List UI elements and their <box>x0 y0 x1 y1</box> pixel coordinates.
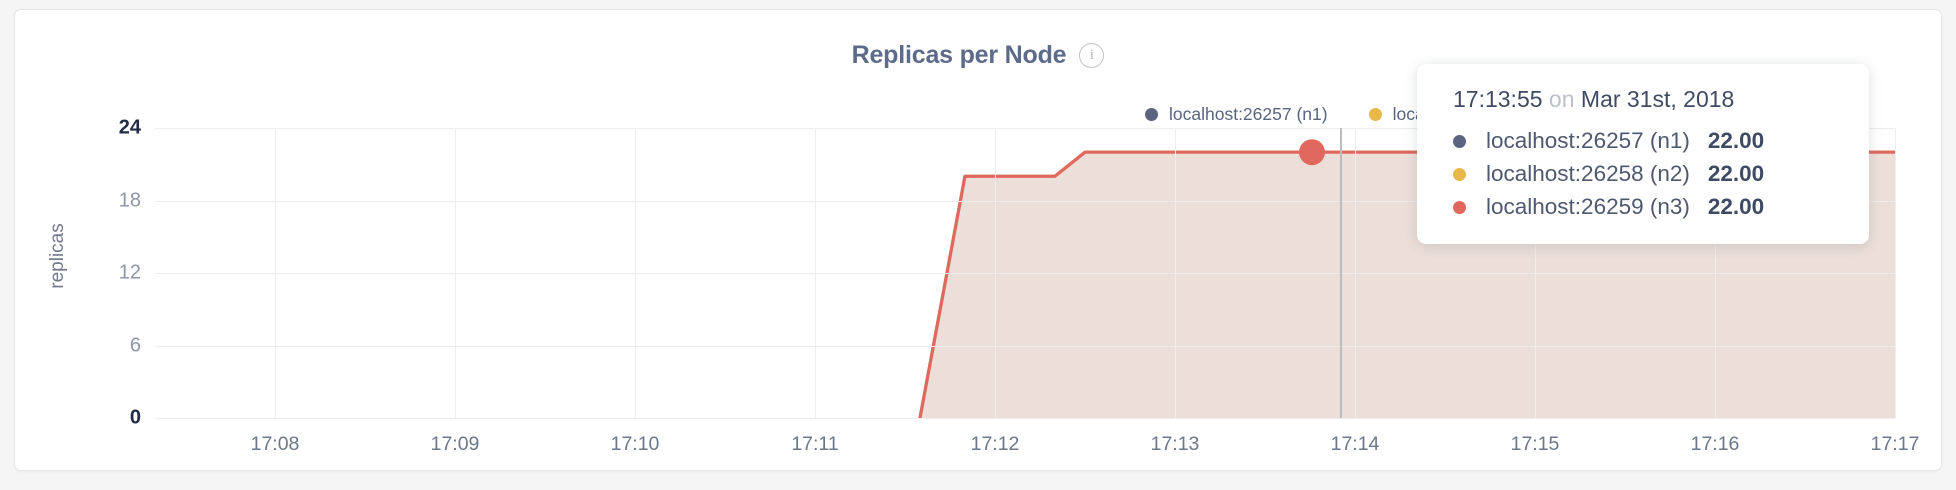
chart-screenshot: Replicas per Node i localhost:26257 (n1)… <box>0 0 1956 490</box>
hover-tooltip: 17:13:55 on Mar 31st, 2018 localhost:262… <box>1417 64 1869 244</box>
tooltip-series-row: localhost:26257 (n1) 22.00 <box>1453 128 1839 154</box>
gridline-horizontal <box>155 273 1895 274</box>
tooltip-time: 17:13:55 <box>1453 86 1543 112</box>
x-axis-tick-label: 17:16 <box>1691 433 1740 456</box>
tooltip-series-name: localhost:26258 (n2) <box>1486 161 1690 187</box>
gridline-horizontal <box>155 346 1895 347</box>
gridline-vertical <box>815 128 816 418</box>
gridline-vertical <box>1355 128 1356 418</box>
x-axis-tick-label: 17:09 <box>431 433 480 456</box>
gridline-vertical <box>1175 128 1176 418</box>
x-axis-tick-label: 17:15 <box>1511 433 1560 456</box>
tooltip-on-word: on <box>1549 86 1575 112</box>
y-axis-tick-label: 6 <box>130 334 141 357</box>
gridline-vertical <box>995 128 996 418</box>
y-axis-tick-label: 12 <box>119 262 141 285</box>
y-axis-tick-label: 18 <box>119 189 141 212</box>
y-axis-title: replicas <box>47 223 69 288</box>
hover-guide-line <box>1340 128 1342 418</box>
x-axis-tick-label: 17:08 <box>251 433 300 456</box>
tooltip-series-name: localhost:26259 (n3) <box>1486 194 1690 220</box>
x-axis-tick-label: 17:11 <box>791 433 838 456</box>
tooltip-color-dot <box>1453 168 1466 181</box>
tooltip-series-name: localhost:26257 (n1) <box>1486 128 1690 154</box>
tooltip-series-value: 22.00 <box>1708 161 1764 187</box>
legend-color-dot <box>1369 108 1382 121</box>
legend-item[interactable]: localhost:26257 (n1) <box>1145 104 1328 125</box>
hover-point-marker <box>1299 139 1325 165</box>
gridline-vertical <box>275 128 276 418</box>
info-icon[interactable]: i <box>1079 43 1104 68</box>
tooltip-series-value: 22.00 <box>1708 128 1764 154</box>
tooltip-series-value: 22.00 <box>1708 194 1764 220</box>
gridline-vertical <box>455 128 456 418</box>
legend-item-label: localhost:26257 (n1) <box>1169 104 1328 125</box>
replicas-per-node-card: Replicas per Node i localhost:26257 (n1)… <box>14 9 1942 471</box>
gridline-vertical <box>1895 128 1896 418</box>
tooltip-timestamp: 17:13:55 on Mar 31st, 2018 <box>1453 86 1839 113</box>
tooltip-color-dot <box>1453 201 1466 214</box>
y-axis-tick-label: 0 <box>130 407 141 430</box>
y-axis-tick-label: 24 <box>119 117 141 140</box>
tooltip-rows: localhost:26257 (n1)22.00localhost:26258… <box>1453 128 1839 220</box>
tooltip-series-row: localhost:26258 (n2) 22.00 <box>1453 161 1839 187</box>
gridline-horizontal <box>155 418 1895 419</box>
gridline-vertical <box>635 128 636 418</box>
page-title: Replicas per Node <box>852 41 1067 70</box>
tooltip-series-row: localhost:26259 (n3) 22.00 <box>1453 194 1839 220</box>
x-axis-tick-label: 17:14 <box>1331 433 1380 456</box>
legend-color-dot <box>1145 108 1158 121</box>
tooltip-date: Mar 31st, 2018 <box>1581 86 1734 112</box>
x-axis-tick-label: 17:12 <box>971 433 1020 456</box>
x-axis-tick-label: 17:10 <box>611 433 660 456</box>
x-axis-tick-label: 17:13 <box>1151 433 1200 456</box>
tooltip-color-dot <box>1453 135 1466 148</box>
x-axis-tick-label: 17:17 <box>1871 433 1920 456</box>
